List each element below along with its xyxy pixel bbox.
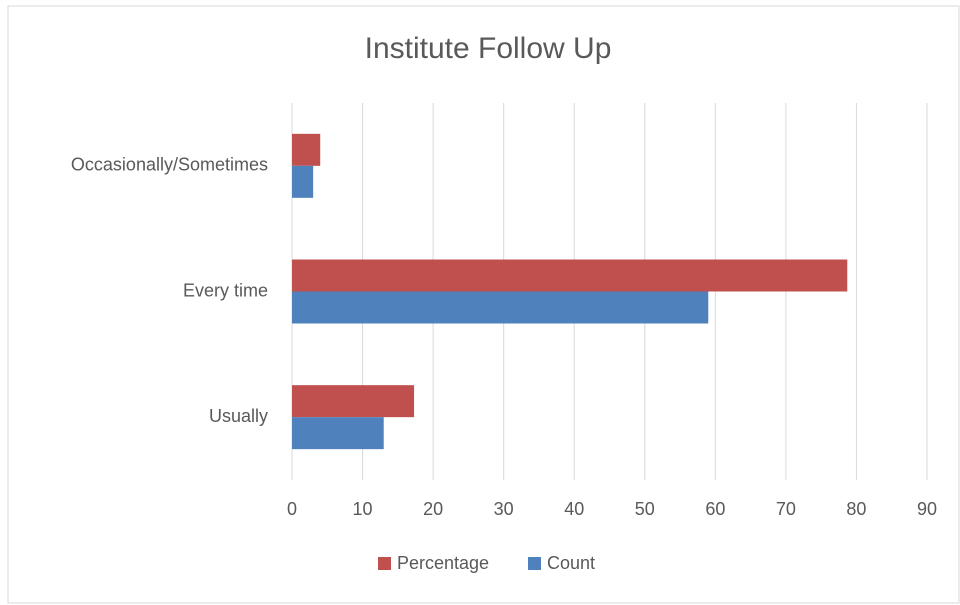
legend-swatch (528, 557, 541, 570)
y-tick-label: Occasionally/Sometimes (71, 155, 268, 175)
y-tick-label: Usually (209, 406, 268, 426)
chart-title: Institute Follow Up (365, 32, 612, 65)
bar (292, 385, 415, 418)
x-tick-label: 70 (776, 499, 796, 519)
x-tick-label: 20 (423, 499, 443, 519)
legend-swatch (378, 557, 391, 570)
x-tick-label: 0 (287, 499, 297, 519)
x-tick-label: 30 (494, 499, 514, 519)
x-tick-label: 80 (846, 499, 866, 519)
bar (292, 133, 321, 166)
bar (292, 417, 384, 450)
bar (292, 165, 314, 198)
x-tick-label: 60 (705, 499, 725, 519)
x-tick-label: 10 (353, 499, 373, 519)
bar (292, 291, 709, 324)
legend-label: Count (547, 553, 595, 573)
x-tick-label: 50 (635, 499, 655, 519)
bar (292, 259, 848, 292)
legend-label: Percentage (397, 553, 489, 573)
y-tick-label: Every time (183, 280, 268, 300)
x-tick-label: 40 (564, 499, 584, 519)
x-tick-label: 90 (917, 499, 937, 519)
